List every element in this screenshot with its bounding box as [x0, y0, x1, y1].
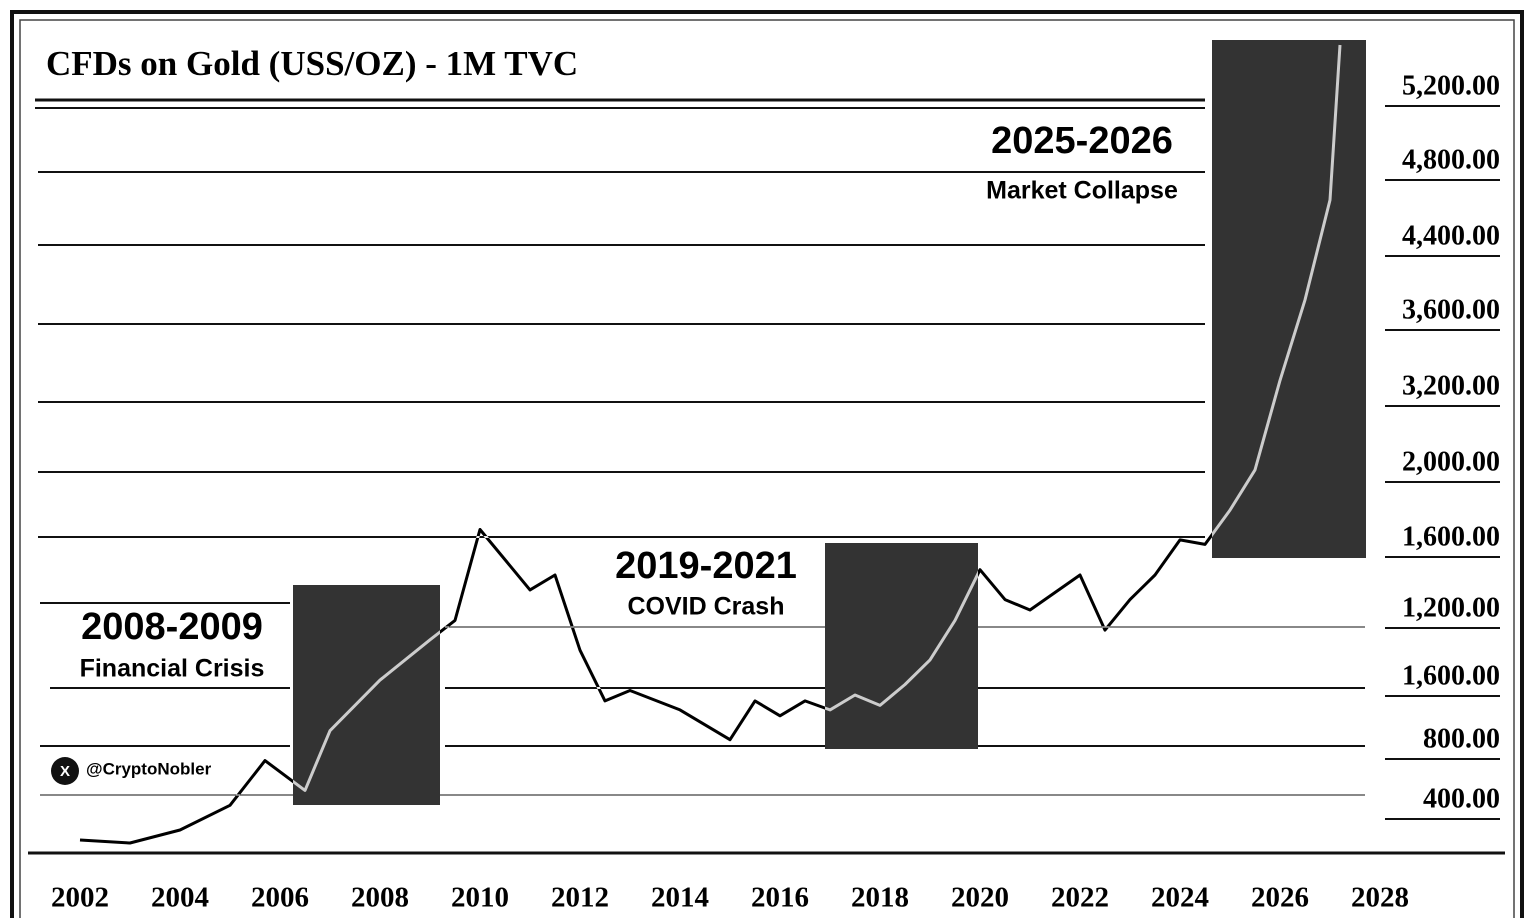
x-tick-label: 2020 [951, 882, 1009, 914]
y-axis-label: 1,200.00 [1402, 592, 1500, 623]
x-tick-label: 2004 [151, 882, 209, 914]
x-tick-label: 2016 [751, 882, 809, 914]
y-axis-label: 5,200.00 [1402, 70, 1500, 101]
y-axis-label: 3,200.00 [1402, 370, 1500, 401]
x-tick-label: 2018 [851, 882, 909, 914]
highlight-box [825, 543, 978, 749]
highlight-box [1212, 40, 1366, 558]
chart-title: CFDs on Gold (USS/OZ) - 1M TVC [46, 44, 578, 83]
x-tick-label: 2006 [251, 882, 309, 914]
price-line [79, 44, 1342, 845]
watermark: @CryptoNobler [86, 759, 212, 778]
frame-inner [19, 19, 1515, 923]
annotation-text: Market Collapse [986, 177, 1178, 205]
x-logo [51, 757, 79, 785]
x-tick-label: 2024 [1151, 882, 1209, 914]
y-axis-label: 1,600.00 [1402, 660, 1500, 691]
x-tick-label: 2026 [1251, 882, 1309, 914]
annotation-text: COVID Crash [628, 593, 785, 621]
y-axis-label: 3,600.00 [1402, 294, 1500, 325]
x-tick-label: 2014 [651, 882, 709, 914]
x-tick-label: 2010 [451, 882, 509, 914]
y-axis-label: 800.00 [1423, 723, 1500, 754]
x-logo-glyph: X [60, 763, 70, 780]
x-tick-label: 2012 [551, 882, 609, 914]
annotation-title: 2025-2026 [991, 120, 1173, 162]
annotation-text: Financial Crisis [80, 655, 265, 683]
x-tick-label: 2028 [1351, 882, 1409, 914]
x-tick-label: 2008 [351, 882, 409, 914]
x-tick-label: 2022 [1051, 882, 1109, 914]
annotation-title: 2008-2009 [81, 606, 263, 648]
x-tick-label: 2002 [51, 882, 109, 914]
y-axis-label: 1,600.00 [1402, 521, 1500, 552]
y-axis-label: 400.00 [1423, 783, 1500, 814]
y-axis-label: 4,800.00 [1402, 144, 1500, 175]
y-axis-label: 2,000.00 [1402, 446, 1500, 477]
annotation-title: 2019-2021 [615, 545, 797, 587]
frame [10, 10, 1524, 923]
y-axis-label: 4,400.00 [1402, 220, 1500, 251]
